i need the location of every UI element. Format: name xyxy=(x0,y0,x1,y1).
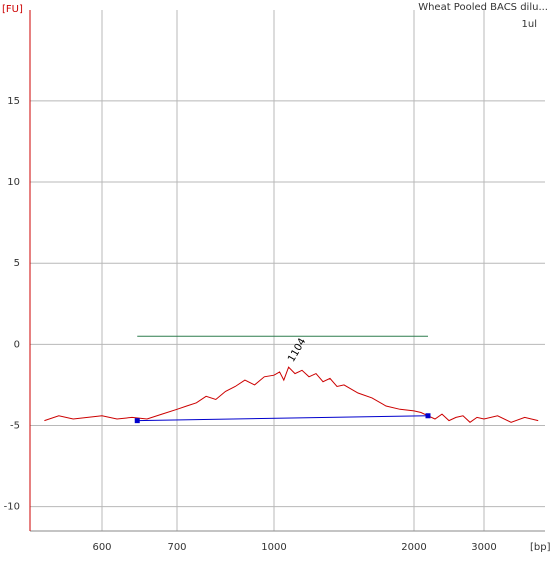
x-axis-label: [bp] xyxy=(530,542,551,553)
y-tick-label: -5 xyxy=(10,421,20,432)
x-tick-label: 700 xyxy=(167,542,186,553)
chart-title: Wheat Pooled BACS dilu... xyxy=(418,2,548,13)
baseline-point xyxy=(425,413,431,419)
baseline xyxy=(137,415,429,422)
x-tick-label: 3000 xyxy=(471,542,496,553)
y-tick-label: 0 xyxy=(14,339,20,350)
y-tick-label: 10 xyxy=(7,177,20,188)
x-tick-label: 1000 xyxy=(261,542,286,553)
chart-subtitle: 1ul xyxy=(522,19,537,30)
trace xyxy=(44,366,539,423)
y-tick-label: 5 xyxy=(14,258,20,269)
y-tick-label: 15 xyxy=(7,96,20,107)
x-tick-label: 2000 xyxy=(401,542,426,553)
y-axis-label: [FU] xyxy=(2,4,23,15)
y-tick-label: -10 xyxy=(4,502,20,513)
baseline-point xyxy=(134,418,140,424)
x-tick-label: 600 xyxy=(92,542,111,553)
